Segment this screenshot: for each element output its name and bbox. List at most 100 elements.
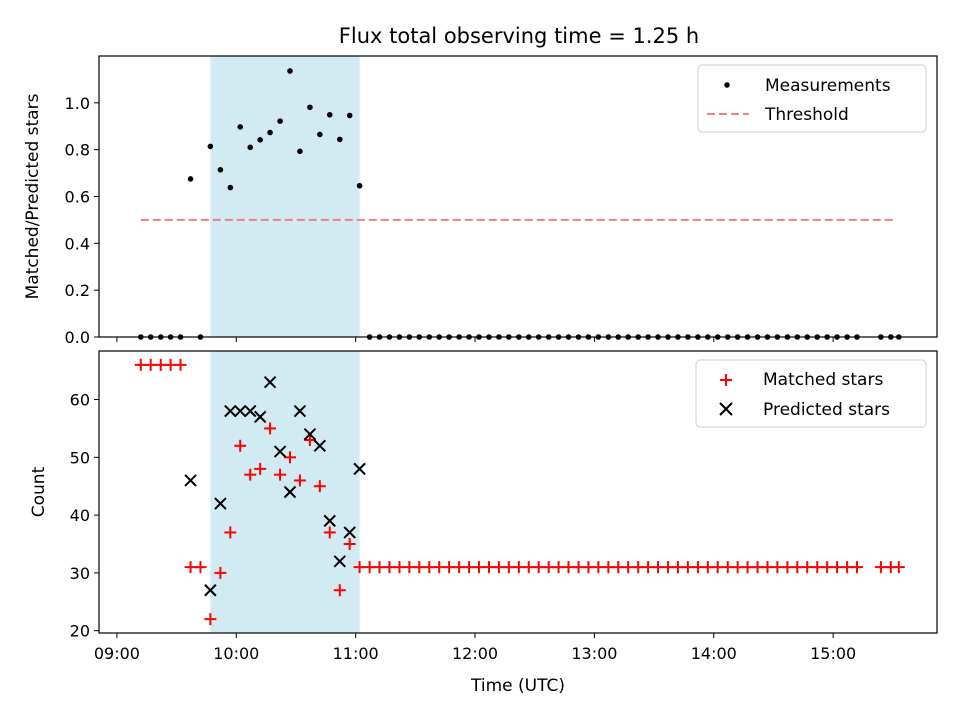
matched-star-point <box>204 613 217 626</box>
matched-star-point <box>224 526 237 539</box>
matched-star-point <box>652 561 665 574</box>
matched-star-point <box>711 561 724 574</box>
x-axis-label: Time (UTC) <box>470 676 565 696</box>
matched-star-point <box>383 561 396 574</box>
predicted-star-point <box>253 410 267 424</box>
top-y-tick-label: 0.0 <box>65 328 90 347</box>
legend-matched-label: Matched stars <box>763 370 883 390</box>
matched-star-point <box>214 566 227 579</box>
top-y-tick-label: 0.2 <box>65 281 90 300</box>
matched-star-point <box>264 422 277 435</box>
bottom-x-ticks: 09:00 10:00 11:00 12:00 13:00 14:00 15:00 <box>94 633 856 663</box>
top-y-tick-label: 0.8 <box>65 141 90 160</box>
chart-title: Flux total observing time = 1.25 h <box>339 24 699 48</box>
matched-star-point <box>323 526 336 539</box>
top-y-axis-label: Matched/Predicted stars <box>23 93 43 299</box>
legend-matched-marker <box>720 374 732 386</box>
matched-star-point <box>283 451 296 464</box>
measurement-point <box>326 111 333 118</box>
predicted-star-point <box>283 485 297 499</box>
measurement-point <box>277 118 283 124</box>
bottom-y-ticks: 20 30 40 50 60 <box>70 391 99 641</box>
measurement-point <box>257 137 263 143</box>
matched-star-point <box>741 561 754 574</box>
measurement-point <box>356 182 363 189</box>
predicted-star-point <box>204 584 217 597</box>
predicted-star-point <box>323 514 336 528</box>
x-tick-label: 13:00 <box>571 644 617 663</box>
x-tick-label: 10:00 <box>213 644 259 663</box>
x-tick-label: 11:00 <box>333 644 379 663</box>
legend-measurements-label: Measurements <box>765 76 891 96</box>
measurement-point <box>207 143 214 150</box>
measurement-point <box>297 148 303 155</box>
matched-star-point <box>333 584 346 597</box>
x-tick-label: 12:00 <box>452 644 498 663</box>
matched-star-point <box>801 561 814 574</box>
predicted-star-point <box>343 526 356 539</box>
measurement-point <box>336 136 343 143</box>
x-tick-label: 14:00 <box>691 644 737 663</box>
legend-predicted-label: Predicted stars <box>763 400 890 420</box>
legend-threshold-label: Threshold <box>764 105 849 125</box>
x-tick-label: 09:00 <box>94 644 140 663</box>
top-y-tick-label: 0.4 <box>65 234 90 253</box>
bottom-y-tick-label: 50 <box>70 448 90 467</box>
matched-star-point <box>353 561 366 574</box>
measurement-point <box>227 184 234 191</box>
ratio-panel: 0.0 0.2 0.4 0.6 0.8 1.0 Matched/Predicted sta… <box>23 55 938 347</box>
bottom-axes-frame <box>98 350 938 634</box>
predicted-star-point <box>313 439 327 452</box>
bottom-y-tick-label: 40 <box>70 506 90 525</box>
matched-star-point <box>622 561 635 574</box>
measurement-point <box>217 167 224 173</box>
measurement-point <box>267 129 273 136</box>
matched-star-point <box>234 439 247 452</box>
measurement-point <box>237 124 244 130</box>
top-legend: Measurements Threshold <box>697 64 927 133</box>
matched-star-points <box>134 358 905 626</box>
legend-predicted-marker <box>719 402 733 416</box>
measurement-point <box>317 131 323 138</box>
predicted-star-point <box>293 404 307 418</box>
matched-star-point <box>681 561 694 574</box>
legend-measurement-marker <box>724 82 730 88</box>
predicted-star-point <box>244 404 257 418</box>
measurement-point <box>247 144 254 151</box>
bottom-legend: Matched stars Predicted stars <box>695 359 927 428</box>
matched-star-point <box>293 474 306 487</box>
measurement-point <box>187 176 194 182</box>
matched-star-point <box>144 358 157 371</box>
predicted-star-point <box>234 404 247 418</box>
matched-star-point <box>413 561 426 574</box>
top-y-tick-label: 0.6 <box>65 188 90 207</box>
matched-star-point <box>194 561 207 574</box>
predicted-star-point <box>263 375 277 389</box>
matched-star-point <box>303 433 316 446</box>
x-tick-label: 15:00 <box>810 644 856 663</box>
predicted-star-point <box>214 497 227 510</box>
observing-window-shade <box>210 351 360 633</box>
top-y-tick-label: 1.0 <box>65 94 90 113</box>
matched-star-point <box>254 462 267 475</box>
matched-star-point <box>831 561 844 574</box>
matched-star-point <box>892 561 905 574</box>
count-panel: 20 30 40 50 60 09:00 10:00 11:00 12:00 13:00 14:0… <box>29 350 938 696</box>
matched-star-point <box>592 561 605 574</box>
matched-star-point <box>244 468 257 481</box>
predicted-star-point <box>303 428 317 441</box>
matched-star-point <box>562 561 575 574</box>
bottom-y-tick-label: 30 <box>70 564 90 583</box>
matched-star-point <box>443 561 456 574</box>
predicted-star-point <box>273 445 287 458</box>
matched-star-point <box>851 561 864 574</box>
predicted-star-point <box>353 462 366 476</box>
matched-star-point <box>343 538 356 551</box>
matched-star-point <box>174 358 187 371</box>
bottom-y-tick-label: 20 <box>70 622 90 641</box>
top-y-ticks: 0.0 0.2 0.4 0.6 0.8 1.0 <box>65 94 99 347</box>
measurement-point <box>307 104 313 111</box>
bottom-y-axis-label: Count <box>29 466 49 517</box>
predicted-star-points <box>184 375 366 597</box>
